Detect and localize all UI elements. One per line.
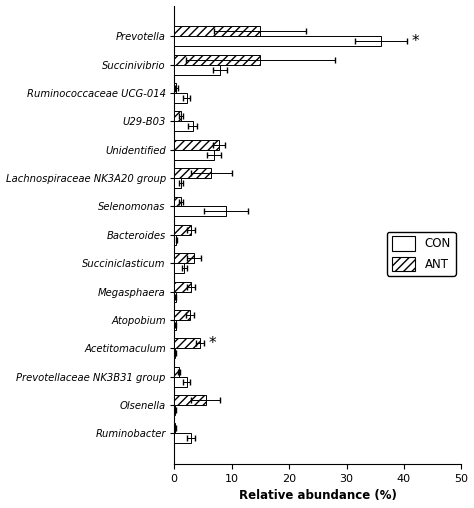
Text: *: * [411,34,419,49]
Bar [174,37,381,46]
Bar [174,424,175,433]
Bar [174,348,175,358]
Text: *: * [209,336,216,351]
Bar [174,376,187,387]
Bar [174,121,192,132]
Bar [174,26,260,37]
Bar [174,320,176,330]
Bar [174,253,194,263]
Bar [174,178,181,188]
Bar [174,150,214,160]
Bar [174,292,176,302]
Legend: CON, ANT: CON, ANT [387,232,456,276]
X-axis label: Relative abundance (%): Relative abundance (%) [239,489,397,502]
Bar [174,395,206,405]
Bar [174,338,200,348]
Bar [174,405,175,415]
Bar [174,281,191,292]
Bar [174,263,184,273]
Bar [174,225,191,235]
Bar [174,111,181,121]
Bar [174,433,191,443]
Bar [174,367,179,376]
Bar [174,55,260,65]
Bar [174,93,187,103]
Bar [174,235,176,245]
Bar [174,140,219,150]
Bar [174,206,226,216]
Bar [174,197,181,206]
Bar [174,310,190,320]
Bar [174,65,220,75]
Bar [174,83,176,93]
Bar [174,168,211,178]
